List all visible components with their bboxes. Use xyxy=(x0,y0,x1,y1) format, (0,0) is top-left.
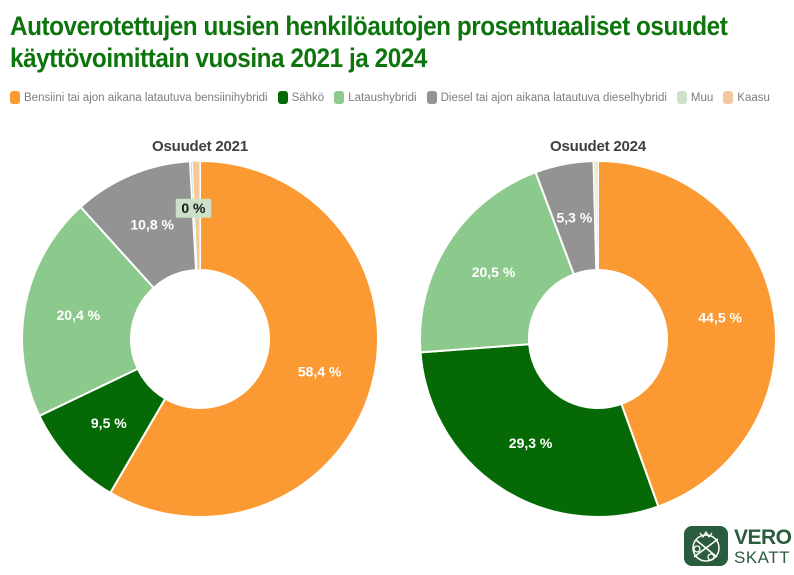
slice-label: 20,4 % xyxy=(57,307,101,323)
legend-item-sahko: Sähkö xyxy=(277,91,325,104)
legend-swatch-lataushybridi-icon xyxy=(334,91,345,104)
slice-label-background xyxy=(175,198,212,218)
legend-item-muu: Muu xyxy=(676,91,714,104)
donut-slice xyxy=(595,160,599,271)
page-title: Autoverotettujen uusien henkilöautojen p… xyxy=(10,11,728,74)
vero-skatt-logo: VERO SKATT xyxy=(684,526,792,566)
legend-label: Lataushybridi xyxy=(348,91,417,104)
vero-emblem-icon xyxy=(684,526,728,566)
slice-label: 0 % xyxy=(181,200,206,216)
donut-slice xyxy=(419,343,660,518)
legend-swatch-muu-icon xyxy=(676,91,687,104)
legend-label: Diesel tai ajon aikana latautuva dieselh… xyxy=(440,91,667,104)
chart-title-2021: Osuudet 2021 xyxy=(152,138,248,155)
logo-line-skatt: SKATT xyxy=(734,547,791,567)
slice-label: 10,8 % xyxy=(130,217,174,233)
legend-label: Bensiini tai ajon aikana latautuva bensi… xyxy=(24,91,268,104)
legend-swatch-sahko-icon xyxy=(277,91,288,104)
donut-slice xyxy=(21,205,156,418)
donut-chart-2021: Osuudet 2021 58,4 % 9,5 % 20,4 % 10,8 % 0 % xyxy=(8,138,392,525)
vero-logo-text: VERO SKATT xyxy=(734,527,792,566)
chart-title-2024: Osuudet 2024 xyxy=(550,138,646,155)
donut-chart-2024: Osuudet 2024 44,5 % 29,3 % 20,5 % 5,3 % xyxy=(406,138,790,525)
legend-swatch-bensiini-icon xyxy=(10,91,20,104)
slice-label: 44,5 % xyxy=(698,310,742,326)
logo-line-vero: VERO xyxy=(734,525,792,549)
donut-2024-canvas: 44,5 % 29,3 % 20,5 % 5,3 % xyxy=(419,159,777,518)
legend-item-diesel: Diesel tai ajon aikana latautuva dieselh… xyxy=(426,91,667,104)
donut-slice xyxy=(597,159,777,508)
legend-label: Muu xyxy=(690,91,714,104)
slice-label: 5,3 % xyxy=(556,209,592,225)
slice-label: 9,5 % xyxy=(91,415,127,431)
legend: Bensiini tai ajon aikana latautuva bensi… xyxy=(10,91,788,104)
legend-label: Kaasu xyxy=(737,91,770,104)
legend-swatch-kaasu-icon xyxy=(723,91,734,104)
legend-item-kaasu: Kaasu xyxy=(723,91,770,104)
legend-item-lataushybridi: Lataushybridi xyxy=(334,91,417,104)
legend-swatch-diesel-icon xyxy=(426,91,437,104)
donut-2021-canvas: 58,4 % 9,5 % 20,4 % 10,8 % 0 % xyxy=(21,159,379,518)
legend-label: Sähkö xyxy=(291,91,325,104)
donut-slice xyxy=(419,171,576,354)
legend-item-bensiini: Bensiini tai ajon aikana latautuva bensi… xyxy=(10,91,268,104)
slice-label: 29,3 % xyxy=(509,435,553,451)
slice-label: 20,5 % xyxy=(472,264,516,280)
donut-slice xyxy=(108,159,379,518)
slice-label: 58,4 % xyxy=(298,363,342,379)
